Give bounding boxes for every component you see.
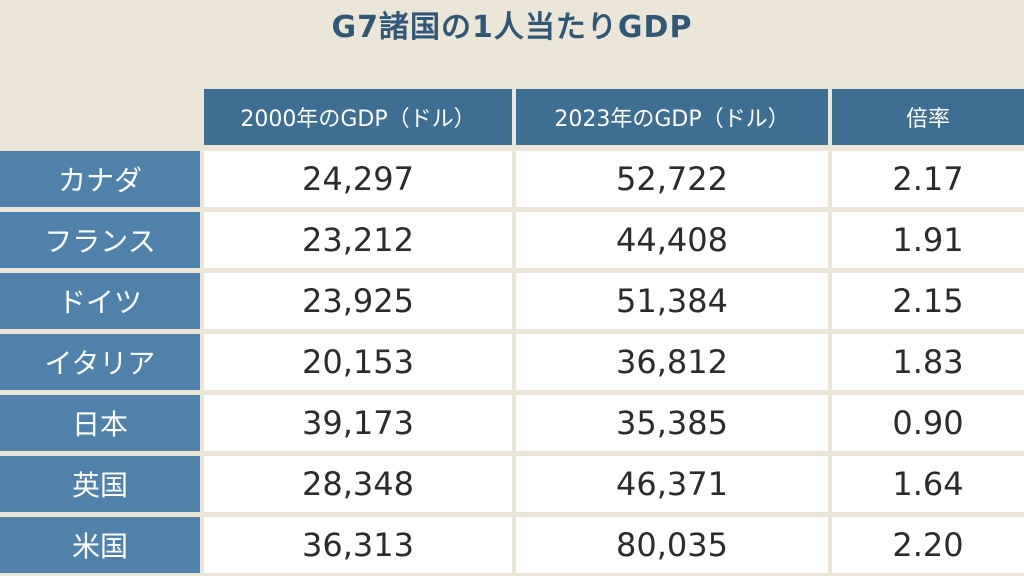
- cell-gdp-2023-usa: 80,035: [516, 517, 828, 573]
- cell-gdp-2000-france: 23,212: [204, 212, 512, 268]
- cell-ratio-italy: 1.83: [832, 334, 1024, 390]
- row-label-germany: ドイツ: [0, 273, 200, 329]
- cell-gdp-2023-france: 44,408: [516, 212, 828, 268]
- cell-gdp-2023-japan: 35,385: [516, 395, 828, 451]
- row-label-canada: カナダ: [0, 151, 200, 207]
- cell-gdp-2000-japan: 39,173: [204, 395, 512, 451]
- row-label-japan: 日本: [0, 395, 200, 451]
- row-label-uk: 英国: [0, 456, 200, 512]
- cell-gdp-2023-canada: 52,722: [516, 151, 828, 207]
- cell-ratio-canada: 2.17: [832, 151, 1024, 207]
- cell-gdp-2000-italy: 20,153: [204, 334, 512, 390]
- cell-ratio-uk: 1.64: [832, 456, 1024, 512]
- cell-ratio-germany: 2.15: [832, 273, 1024, 329]
- cell-gdp-2023-uk: 46,371: [516, 456, 828, 512]
- row-label-italy: イタリア: [0, 334, 200, 390]
- row-label-france: フランス: [0, 212, 200, 268]
- cell-gdp-2023-italy: 36,812: [516, 334, 828, 390]
- cell-gdp-2023-germany: 51,384: [516, 273, 828, 329]
- cell-ratio-usa: 2.20: [832, 517, 1024, 573]
- cell-ratio-france: 1.91: [832, 212, 1024, 268]
- row-label-usa: 米国: [0, 517, 200, 573]
- column-header-ratio: 倍率: [832, 89, 1024, 145]
- cell-ratio-japan: 0.90: [832, 395, 1024, 451]
- chart-title: G7諸国の1人当たりGDP: [331, 10, 693, 45]
- cell-gdp-2000-uk: 28,348: [204, 456, 512, 512]
- cell-gdp-2000-germany: 23,925: [204, 273, 512, 329]
- column-header-gdp-2023: 2023年のGDP（ドル）: [516, 89, 828, 145]
- cell-gdp-2000-usa: 36,313: [204, 517, 512, 573]
- cell-gdp-2000-canada: 24,297: [204, 151, 512, 207]
- column-header-gdp-2000: 2000年のGDP（ドル）: [204, 89, 512, 145]
